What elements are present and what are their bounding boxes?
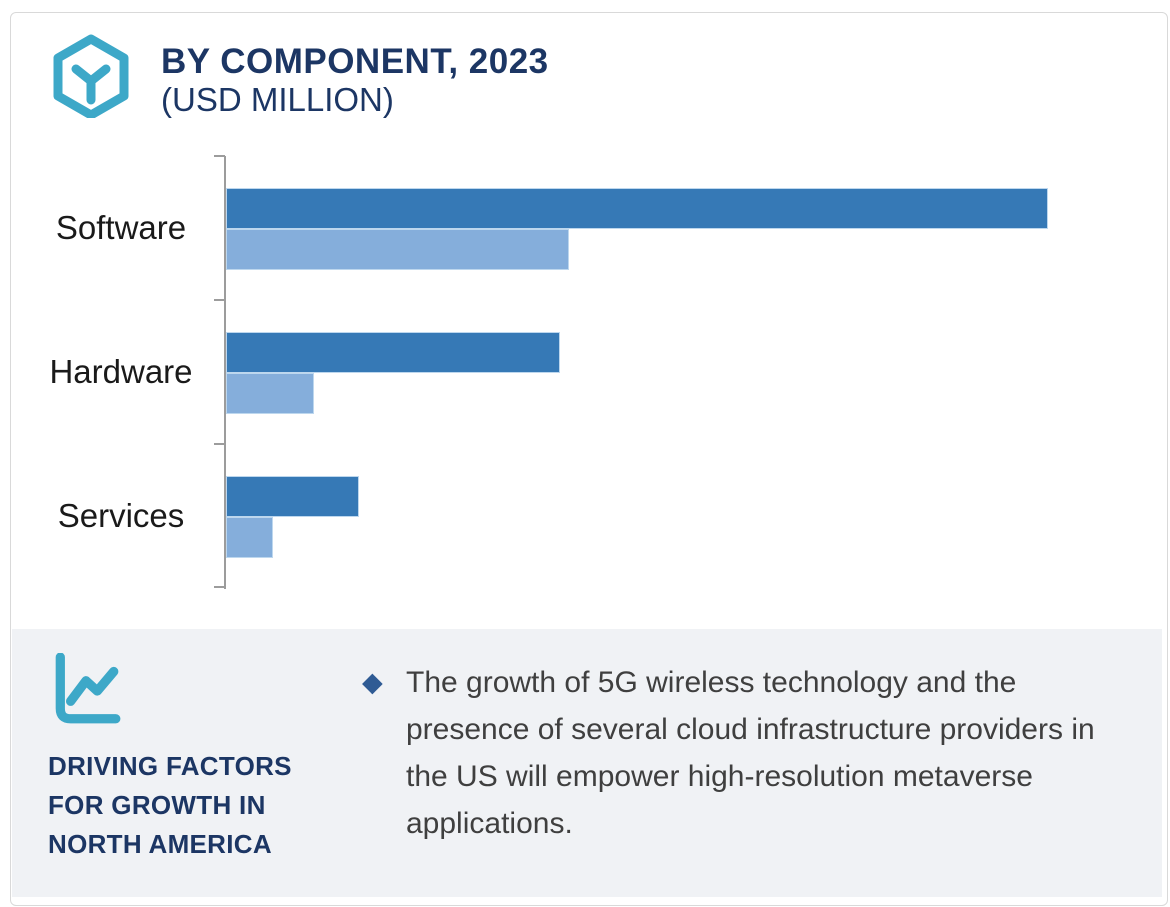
driving-factors-panel: DRIVING FACTORS FOR GROWTH IN NORTH AMER…	[12, 629, 1162, 897]
axis-tick	[214, 155, 225, 157]
axis-tick	[214, 443, 225, 445]
category-label: Software	[55, 209, 187, 246]
category-label: Services	[57, 497, 185, 534]
panel-heading-line: NORTH AMERICA	[48, 829, 272, 859]
line-chart-icon	[55, 653, 121, 724]
bar-software-light-blue-series	[226, 229, 569, 270]
category-label: Hardware	[49, 353, 193, 390]
chart-title: BY COMPONENT, 2023	[161, 42, 549, 81]
chart-band-hardware: Hardware	[11, 300, 1159, 444]
bar-hardware-dark-blue-series	[226, 332, 560, 373]
bar-services-dark-blue-series	[226, 476, 359, 517]
bar-software-dark-blue-series	[226, 188, 1048, 229]
axis-tick	[214, 299, 225, 301]
infographic-card: BY COMPONENT, 2023 (USD MILLION) Softwar…	[10, 12, 1168, 906]
panel-heading: DRIVING FACTORS FOR GROWTH IN NORTH AMER…	[48, 747, 292, 864]
bar-services-light-blue-series	[226, 517, 273, 558]
bar-hardware-light-blue-series	[226, 373, 314, 414]
y-axis-line	[224, 156, 226, 589]
grouped-bar-chart: Software Hardware Services	[11, 13, 1167, 633]
chart-subtitle: (USD MILLION)	[161, 81, 394, 118]
axis-tick	[214, 586, 225, 588]
driving-factor-text: The growth of 5G wireless technology and…	[406, 666, 1095, 840]
bullet-item: ◆ The growth of 5G wireless technology a…	[362, 659, 1142, 847]
diamond-bullet-icon: ◆	[362, 667, 383, 697]
chart-header: BY COMPONENT, 2023 (USD MILLION)	[161, 42, 549, 119]
panel-heading-line: FOR GROWTH IN	[48, 790, 266, 820]
hexagon-cube-logo-icon	[53, 34, 129, 118]
chart-band-services: Services	[11, 444, 1159, 588]
panel-heading-line: DRIVING FACTORS	[48, 751, 292, 781]
chart-band-software: Software	[11, 156, 1159, 300]
